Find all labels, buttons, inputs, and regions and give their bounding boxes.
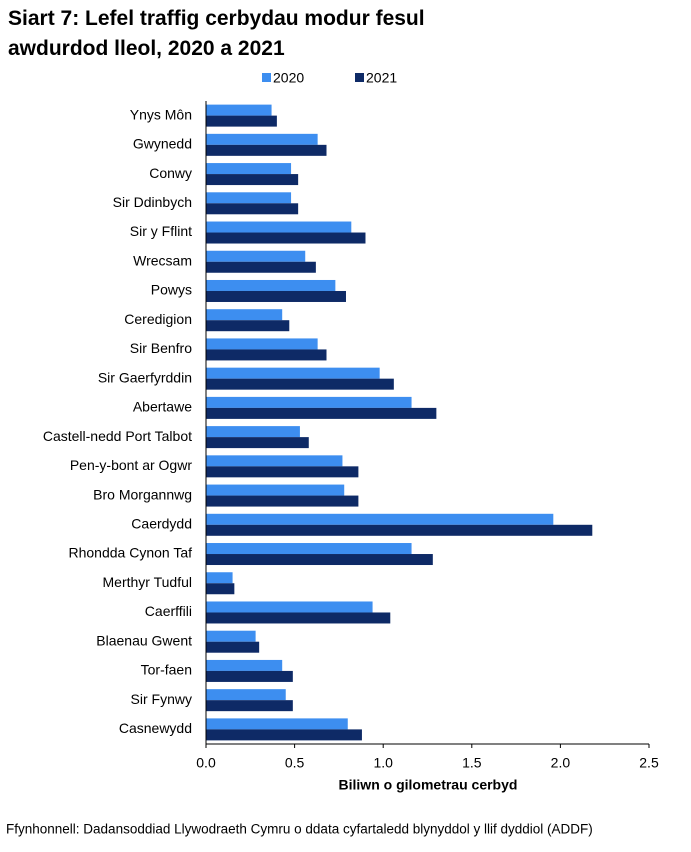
y-tick-label: Abertawe	[133, 399, 192, 415]
y-tick-label: Blaenau Gwent	[96, 632, 192, 648]
bar	[206, 437, 309, 449]
bar	[206, 718, 348, 730]
y-tick-label: Gwynedd	[133, 136, 192, 152]
bar	[206, 689, 286, 701]
bar	[206, 367, 380, 379]
bar	[206, 554, 433, 566]
y-tick-label: Sir Fynwy	[131, 691, 192, 707]
bar	[206, 203, 299, 215]
bar	[206, 261, 316, 273]
bar	[206, 290, 346, 302]
y-tick-label: Sir Ddinbych	[113, 194, 192, 210]
bar	[206, 144, 327, 156]
bar	[206, 659, 283, 671]
bar	[206, 104, 272, 116]
bar	[206, 232, 366, 244]
x-tick-label: 0.0	[196, 755, 216, 771]
bar	[206, 250, 306, 262]
y-tick-label: Sir Gaerfyrddin	[98, 369, 192, 385]
y-tick-label: Caerdydd	[131, 515, 192, 531]
bar	[206, 378, 394, 390]
bar	[206, 455, 343, 467]
bar	[206, 279, 336, 291]
bar	[206, 338, 318, 350]
x-tick-label: 2.0	[551, 755, 571, 771]
y-tick-label: Rhondda Cynon Taf	[69, 545, 193, 561]
y-tick-label: Castell-nedd Port Talbot	[43, 428, 192, 444]
y-tick-label: Casnewydd	[119, 720, 192, 736]
bar	[206, 349, 327, 361]
y-tick-label: Wrecsam	[133, 252, 192, 268]
bar	[206, 466, 359, 478]
chart-title: Siart 7: Lefel traffig cerbydau modur fe…	[8, 7, 425, 60]
bar	[206, 601, 373, 613]
bar	[206, 192, 292, 204]
bar	[206, 426, 300, 438]
y-tick-label: Sir Benfro	[130, 340, 192, 356]
bar	[206, 407, 437, 419]
y-tick-label: Pen-y-bont ar Ogwr	[70, 457, 192, 473]
y-tick-label: Ynys Môn	[130, 106, 192, 122]
bar	[206, 572, 233, 584]
bar	[206, 513, 554, 525]
y-tick-label: Sir y Fflint	[130, 223, 192, 239]
bar	[206, 133, 318, 145]
y-tick-label: Caerffili	[145, 603, 192, 619]
bar	[206, 583, 235, 595]
bar	[206, 543, 412, 555]
y-tick-label: Conwy	[149, 165, 192, 181]
bar	[206, 612, 391, 624]
source-note: Ffynhonnell: Dadansoddiad Llywodraeth Cy…	[6, 822, 593, 837]
legend-swatch	[355, 73, 364, 82]
bar	[206, 174, 299, 186]
y-tick-label: Bro Morgannwg	[93, 486, 192, 502]
bar	[206, 700, 293, 712]
x-tick-label: 1.5	[462, 755, 482, 771]
bar	[206, 221, 352, 233]
bar	[206, 115, 277, 127]
legend-label: 2020	[273, 70, 304, 86]
y-tick-label: Merthyr Tudful	[103, 574, 192, 590]
bar	[206, 630, 256, 642]
bar	[206, 484, 345, 496]
bar	[206, 524, 593, 536]
bar	[206, 163, 292, 175]
bar	[206, 309, 283, 321]
y-tick-label: Powys	[151, 282, 192, 298]
bar	[206, 641, 260, 653]
bar	[206, 396, 412, 408]
x-tick-label: 1.0	[373, 755, 393, 771]
y-tick-label: Tor-faen	[141, 662, 192, 678]
x-axis-label: Biliwn o gilometrau cerbyd	[339, 777, 518, 793]
x-tick-label: 2.5	[639, 755, 659, 771]
x-tick-label: 0.5	[285, 755, 305, 771]
bar	[206, 670, 293, 682]
y-tick-label: Ceredigion	[124, 311, 192, 327]
legend-label: 2021	[366, 70, 397, 86]
legend-swatch	[262, 73, 271, 82]
bar	[206, 729, 362, 741]
bar	[206, 495, 359, 507]
bar	[206, 320, 290, 332]
